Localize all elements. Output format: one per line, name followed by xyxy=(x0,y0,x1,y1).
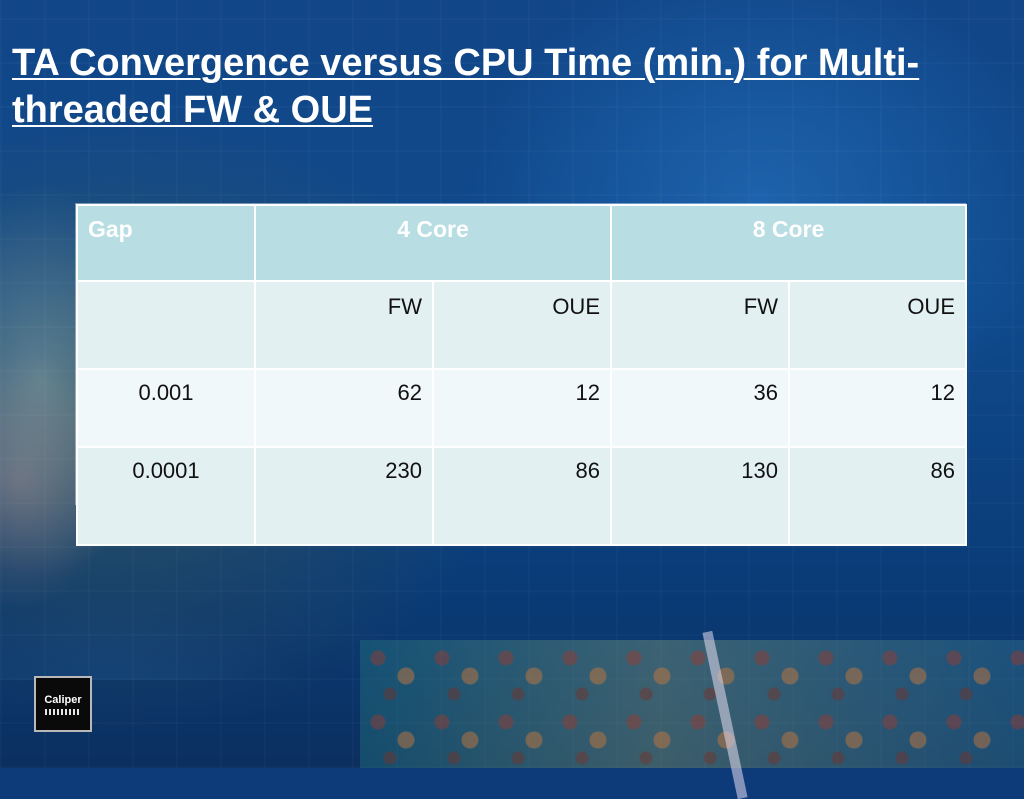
table-subheader-row: FW OUE FW OUE xyxy=(76,280,967,370)
table-row: 0.0001 230 86 130 86 xyxy=(76,446,967,546)
header-gap: Gap xyxy=(76,204,256,282)
table-row: 0.001 62 12 36 12 xyxy=(76,368,967,448)
logo-bars xyxy=(45,708,81,715)
subheader-8core-oue: OUE xyxy=(788,280,967,370)
cell-8core-fw: 36 xyxy=(610,368,790,448)
header-8-core: 8 Core xyxy=(610,204,967,282)
map-dots xyxy=(360,640,1024,768)
cell-8core-oue: 12 xyxy=(788,368,967,448)
slide-title: TA Convergence versus CPU Time (min.) fo… xyxy=(12,42,920,131)
cell-8core-oue: 86 xyxy=(788,446,967,546)
cell-gap: 0.001 xyxy=(76,368,256,448)
cell-8core-fw: 130 xyxy=(610,446,790,546)
caliper-logo: Caliper xyxy=(34,676,92,732)
cell-gap: 0.0001 xyxy=(76,446,256,546)
subheader-4core-fw: FW xyxy=(254,280,434,370)
subheader-empty xyxy=(76,280,256,370)
cell-4core-fw: 62 xyxy=(254,368,434,448)
table-header-row: Gap 4 Core 8 Core xyxy=(76,204,967,282)
subheader-8core-fw: FW xyxy=(610,280,790,370)
header-4-core: 4 Core xyxy=(254,204,612,282)
cell-4core-oue: 86 xyxy=(432,446,612,546)
subheader-4core-oue: OUE xyxy=(432,280,612,370)
data-table: Gap 4 Core 8 Core FW OUE FW OUE 0.001 62… xyxy=(76,204,967,546)
background-map-bottom xyxy=(360,630,1024,799)
logo-text: Caliper xyxy=(44,693,82,706)
cell-4core-fw: 230 xyxy=(254,446,434,546)
cell-4core-oue: 12 xyxy=(432,368,612,448)
